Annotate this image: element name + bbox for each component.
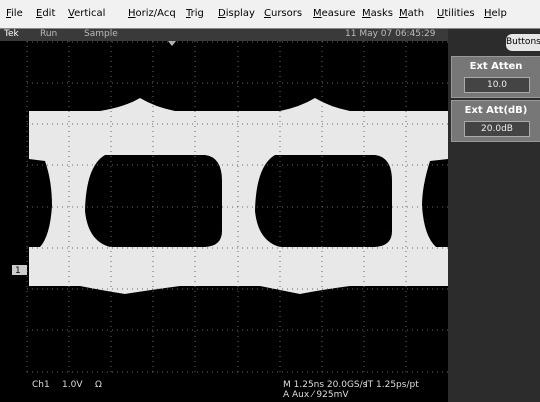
menu-item[interactable]: Measure xyxy=(313,8,356,19)
menu-item[interactable]: Edit xyxy=(36,8,55,19)
control[interactable]: Ext Att(dB) 20.0dB xyxy=(451,100,540,142)
buttons-toggle[interactable]: Buttons xyxy=(506,34,540,51)
menu-item[interactable]: Math xyxy=(399,8,424,19)
interval: IT 1.25ps/pt xyxy=(365,380,419,390)
control-value[interactable]: 20.0dB xyxy=(464,121,530,137)
timebase: M 1.25ns 20.0GS/s xyxy=(283,380,367,390)
eye-opening xyxy=(255,155,392,247)
menu-bar: File Edit Vertical Horiz/Acq Trig Displa… xyxy=(0,0,540,29)
menu-item[interactable]: Display xyxy=(218,8,255,19)
control-label: Ext Att(dB) xyxy=(452,105,540,116)
menu-item[interactable]: Help xyxy=(484,8,507,19)
status-bar: Tek Run Sample 11 May 07 06:45:29 xyxy=(0,29,448,41)
control[interactable]: Ext Atten 10.0 xyxy=(451,56,540,98)
menu-item[interactable]: Horiz/Acq xyxy=(128,8,176,19)
acq-mode: Sample xyxy=(84,29,118,39)
channel-marker: 1 xyxy=(15,266,21,276)
channel: Ch1 xyxy=(32,380,50,390)
run-state: Run xyxy=(40,29,57,39)
menu-item[interactable]: Trig xyxy=(186,8,204,19)
waveform-display: 1 xyxy=(0,41,448,402)
menu-item[interactable]: Utilities xyxy=(437,8,475,19)
control-label: Ext Atten xyxy=(452,61,540,72)
menu-item[interactable]: Masks xyxy=(362,8,393,19)
brand: Tek xyxy=(4,29,19,39)
datetime: 11 May 07 06:45:29 xyxy=(345,29,436,39)
volts-per-div: 1.0V xyxy=(62,380,82,390)
side-panel: Buttons Ext Atten 10.0 Ext Att(dB) 20.0d… xyxy=(448,29,540,402)
menu-item[interactable]: File xyxy=(6,8,23,19)
scope-app: {"menu": {"items": ["File", "Edit", "Ver… xyxy=(0,0,540,402)
control-value[interactable]: 10.0 xyxy=(464,77,530,93)
coupling: Ω xyxy=(95,380,102,390)
menu-item[interactable]: Cursors xyxy=(264,8,302,19)
menu-item[interactable]: Vertical xyxy=(68,8,105,19)
trigger: A Aux ⁄ 925mV xyxy=(283,390,349,400)
